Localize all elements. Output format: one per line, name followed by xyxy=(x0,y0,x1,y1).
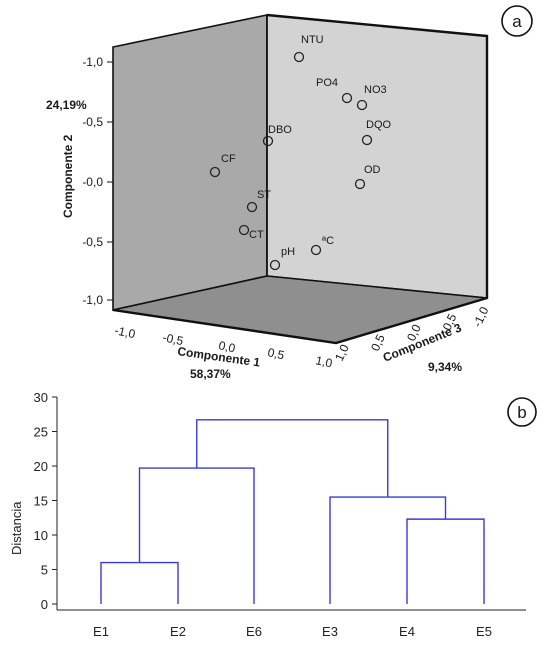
dendro-link xyxy=(100,561,179,604)
frame-edge xyxy=(112,13,489,345)
x-tick: 0,0 xyxy=(217,338,237,355)
dendro-lines xyxy=(100,419,485,604)
point-marker xyxy=(246,201,258,213)
point-label: DBO xyxy=(268,124,292,136)
point-label: ST xyxy=(257,189,271,201)
x-tick: 1,0 xyxy=(314,353,334,370)
dendro-y-title: Distancia xyxy=(9,501,24,555)
dendro-y-ticks: 0 5 10 15 20 25 30 xyxy=(34,390,57,612)
point-marker xyxy=(293,51,305,63)
x-tick: -0,5 xyxy=(161,330,184,348)
y-tick: -0,5 xyxy=(82,235,103,249)
dendro-leaf-label: E6 xyxy=(246,624,262,639)
point-label: NTU xyxy=(301,34,324,46)
point-label: DQO xyxy=(366,119,392,131)
z-tick: -1,0 xyxy=(470,304,492,329)
dendro-link xyxy=(329,496,447,604)
y-tick: -1,0 xyxy=(82,55,103,69)
pca-panel: -1,0 -0,5 -0,0 -0,5 -1,0 24,19% Componen… xyxy=(46,5,533,381)
dendro-leaf-labels: E1 E2 E6 E3 E4 E5 xyxy=(93,624,492,639)
point-marker xyxy=(209,166,221,178)
y-tick: -1,0 xyxy=(82,293,103,307)
y-axis-title: Componente 2 xyxy=(61,134,75,218)
y-tick: -0,0 xyxy=(82,175,103,189)
pca-points: NTU PO4 NO3 DQO OD DBO CF ST CT ªC pH xyxy=(209,34,392,271)
y-variance-label: 24,19% xyxy=(46,98,87,112)
x-variance-label: 58,37% xyxy=(190,367,231,381)
point-label: CF xyxy=(221,153,236,165)
panel-label-b-circle xyxy=(507,397,537,427)
x-tick: 0,5 xyxy=(266,345,286,362)
point-marker xyxy=(341,92,353,104)
dendro-leaf-label: E1 xyxy=(93,624,109,639)
dendro-leaf-label: E4 xyxy=(399,624,415,639)
z-tick: 1,0 xyxy=(332,342,352,363)
left-wall xyxy=(112,14,268,311)
panel-label-a-circle xyxy=(501,5,533,37)
y-tick: -0,5 xyxy=(82,115,103,129)
dendro-y-tick: 0 xyxy=(41,597,48,612)
y-axis-ticks: -1,0 -0,5 -0,0 -0,5 -1,0 xyxy=(82,55,113,307)
right-wall xyxy=(266,14,488,299)
dendro-y-tick: 15 xyxy=(34,494,48,509)
dendro-y-tick: 10 xyxy=(34,528,48,543)
point-marker xyxy=(356,99,368,111)
dendrogram-panel: Distancia 0 5 10 15 20 25 30 E1 E2 E6 E3 E4 E5 b xyxy=(9,390,537,639)
x-axis-ticks: -1,0 -0,5 0,0 0,5 1,0 xyxy=(113,323,334,370)
z-variance-label: 9,34% xyxy=(428,360,462,374)
point-label: OD xyxy=(364,164,381,176)
panel-label-a: a xyxy=(512,12,522,31)
dendro-leaf-label: E3 xyxy=(322,624,338,639)
point-label: NO3 xyxy=(364,84,387,96)
dendro-y-tick: 30 xyxy=(34,390,48,405)
point-marker xyxy=(354,178,366,190)
point-marker xyxy=(238,224,250,236)
dendro-link xyxy=(406,518,485,604)
dendro-y-tick: 25 xyxy=(34,425,48,440)
dendro-y-tick: 5 xyxy=(41,563,48,578)
z-tick: 0,0 xyxy=(404,322,424,343)
dendro-leaf-label: E2 xyxy=(170,624,186,639)
panel-label-b: b xyxy=(517,403,526,422)
point-label: pH xyxy=(281,246,295,258)
dendro-link xyxy=(196,419,389,498)
point-label: CT xyxy=(249,229,264,241)
x-tick: -1,0 xyxy=(113,323,136,341)
point-marker xyxy=(269,259,281,271)
point-marker xyxy=(262,135,274,147)
z-tick: 0,5 xyxy=(368,332,388,353)
dendro-link xyxy=(138,467,255,604)
point-marker xyxy=(310,244,322,256)
dendro-leaf-label: E5 xyxy=(476,624,492,639)
point-marker xyxy=(361,134,373,146)
point-label: PO4 xyxy=(316,77,338,89)
point-label: ªC xyxy=(322,235,334,247)
dendro-y-tick: 20 xyxy=(34,459,48,474)
